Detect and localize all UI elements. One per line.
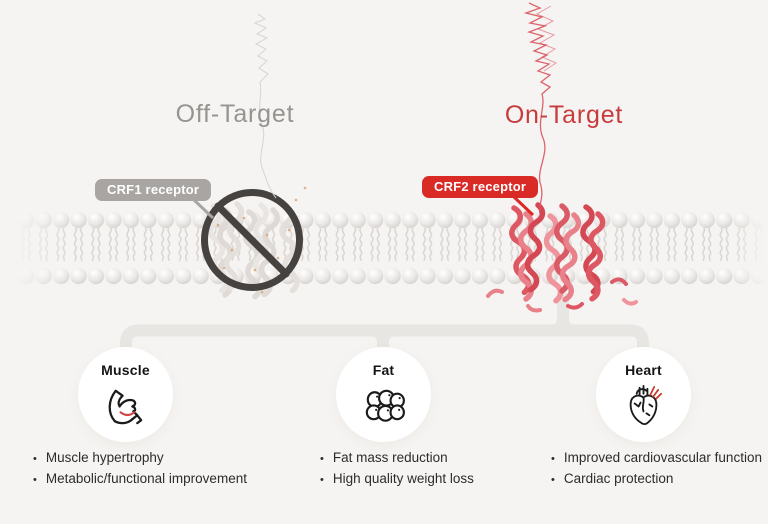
list-item-text: Metabolic/functional improvement	[45, 471, 247, 486]
list-item: • High quality weight loss	[320, 469, 474, 490]
crf1-badge-pointer	[191, 197, 215, 220]
connector-lines	[120, 293, 649, 352]
list-item-text: Improved cardiovascular function	[563, 450, 762, 465]
bullet-icon: •	[320, 453, 324, 465]
outcome-circle-fat: Fat	[336, 347, 431, 442]
on-target-peptide-graphic	[523, 2, 558, 215]
outcome-circle-heart: Heart	[596, 347, 691, 442]
list-item: • Muscle hypertrophy	[33, 448, 247, 469]
list-item-text: High quality weight loss	[332, 471, 474, 486]
list-item-text: Fat mass reduction	[332, 450, 448, 465]
cell-membrane-graphic	[0, 211, 768, 285]
muscle-benefits-list: • Muscle hypertrophy • Metabolic/functio…	[33, 448, 247, 490]
bullet-icon: •	[551, 474, 555, 486]
outcome-circle-muscle: Muscle	[78, 347, 173, 442]
bullet-icon: •	[33, 453, 37, 465]
on-target-title: On-Target	[504, 101, 624, 129]
muscle-icon	[108, 389, 143, 425]
no-entry-icon	[201, 189, 303, 291]
list-item: • Improved cardiovascular function	[551, 448, 762, 469]
heart-label: Heart	[625, 362, 662, 378]
heart-icon	[629, 384, 663, 426]
off-target-title: Off-Target	[175, 100, 295, 128]
list-item-text: Cardiac protection	[563, 471, 674, 486]
crf2-badge-pointer	[512, 195, 535, 217]
muscle-label: Muscle	[101, 362, 150, 378]
list-item: • Cardiac protection	[551, 469, 762, 490]
crf2-receptor-badge: CRF2 receptor	[422, 176, 539, 198]
list-item: • Metabolic/functional improvement	[33, 469, 247, 490]
heart-benefits-list: • Improved cardiovascular function • Car…	[551, 448, 762, 490]
bullet-icon: •	[33, 474, 37, 486]
crf2-receptor-graphic	[486, 205, 638, 313]
list-item: • Fat mass reduction	[320, 448, 474, 469]
crf1-receptor-badge: CRF1 receptor	[95, 179, 212, 201]
fat-label: Fat	[372, 362, 395, 378]
off-target-peptide-graphic	[253, 13, 277, 199]
list-item-text: Muscle hypertrophy	[45, 450, 164, 465]
bullet-icon: •	[551, 453, 555, 465]
bullet-icon: •	[320, 474, 324, 486]
fat-benefits-list: • Fat mass reduction • High quality weig…	[320, 448, 474, 490]
fat-cells-icon	[365, 389, 405, 422]
crf1-receptor-graphic	[208, 186, 307, 297]
